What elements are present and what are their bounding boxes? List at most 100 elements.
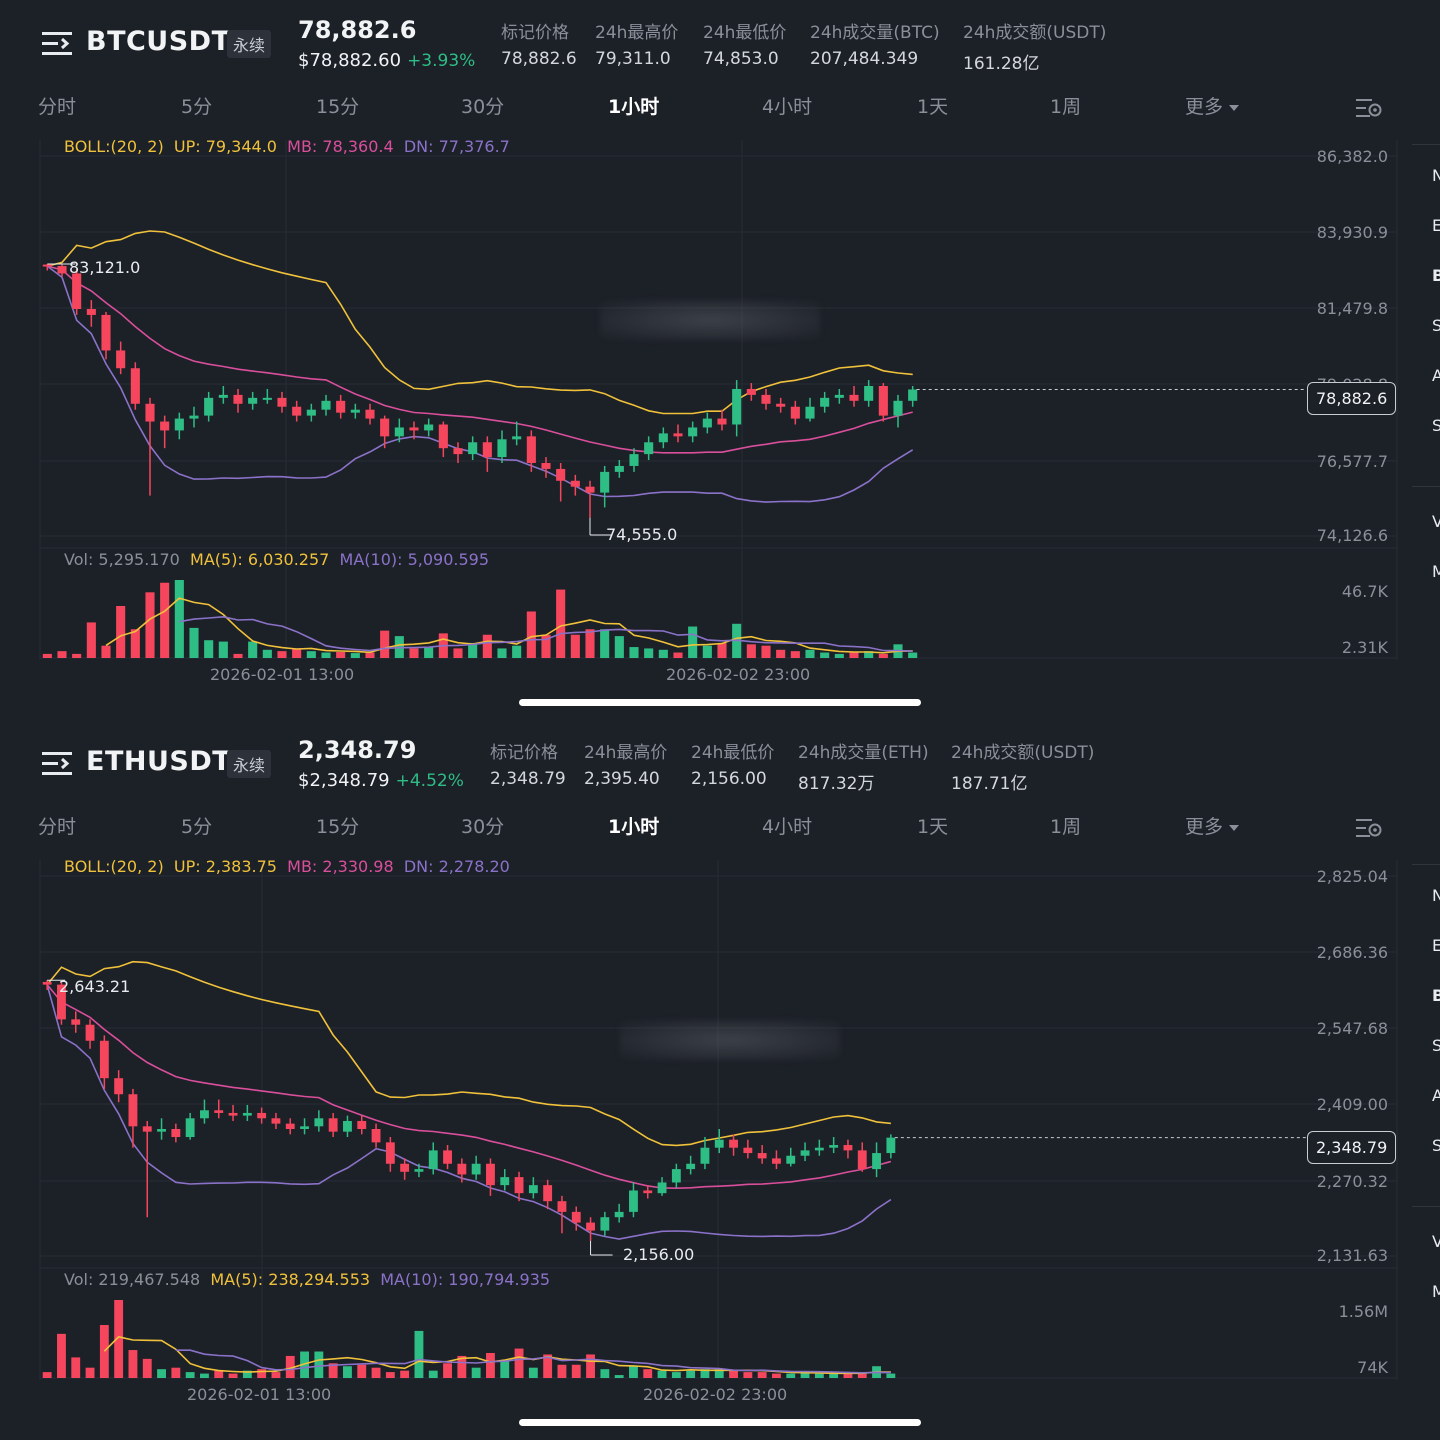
stat-label: 24h最高价 (584, 743, 668, 763)
side-label[interactable]: B (1432, 986, 1440, 1005)
volume-bar (790, 651, 800, 658)
tab-1d[interactable]: 1天 (917, 816, 949, 838)
volume-bar (248, 641, 258, 658)
stat-24h-low: 24h最低价 74,853.0 (703, 18, 786, 69)
tab-1d[interactable]: 1天 (917, 96, 949, 118)
tab-30m[interactable]: 30分 (461, 96, 505, 118)
volume-bar (414, 1330, 424, 1378)
side-label[interactable]: V (1432, 1232, 1440, 1251)
boll-dn-line (46, 265, 914, 503)
candle-body (200, 1110, 209, 1119)
stat-24h-high: 24h最高价 2,395.40 (584, 738, 667, 789)
tab-more[interactable]: 更多 (1185, 812, 1240, 839)
side-label[interactable]: V (1432, 512, 1440, 531)
chart-scrollbar[interactable] (519, 1419, 921, 1426)
tab-1w[interactable]: 1周 (1050, 816, 1082, 838)
tab-timeline[interactable]: 分时 (38, 816, 77, 838)
stat-value: 78,882.6 (501, 49, 577, 69)
symbol-title[interactable]: ETHUSDT (86, 746, 232, 777)
volume-tick: 46.7K (1341, 582, 1388, 601)
candle-body (732, 388, 742, 425)
volume-bar (557, 1364, 567, 1378)
side-label[interactable]: S (1432, 1036, 1440, 1055)
volume-bar (285, 1355, 295, 1378)
volume-bar (189, 627, 199, 658)
vol-ma10: MA(10): 190,794.935 (380, 1270, 551, 1289)
tab-15m[interactable]: 15分 (316, 816, 360, 838)
tab-30m[interactable]: 30分 (461, 816, 505, 838)
stat-24h-high: 24h最高价 79,311.0 (595, 18, 678, 69)
candle-body (453, 448, 463, 455)
side-label[interactable]: M (1432, 562, 1440, 581)
candle-body (886, 1137, 896, 1154)
volume-bar (629, 647, 639, 658)
side-label[interactable]: M (1432, 1282, 1440, 1301)
volume-ma10-line (179, 615, 913, 652)
current-price-tag: 78,882.6 (1307, 382, 1397, 415)
candle-body (500, 1177, 510, 1186)
tab-more[interactable]: 更多 (1185, 92, 1240, 119)
candle-body (277, 397, 287, 407)
tab-5m[interactable]: 5分 (181, 96, 213, 118)
candle-body (671, 1169, 681, 1183)
candle-body (306, 409, 316, 416)
side-label[interactable]: E (1432, 936, 1440, 955)
menu-icon[interactable] (42, 750, 74, 778)
side-strip-top: N E B S A S V M (1412, 100, 1440, 700)
candle-body (514, 1177, 524, 1194)
candle-body (761, 394, 771, 404)
tab-1h[interactable]: 1小时 (608, 96, 660, 118)
side-label[interactable]: S (1432, 316, 1440, 335)
stat-label: 标记价格 (501, 23, 569, 43)
candle-body (365, 409, 375, 419)
candlestick-chart[interactable] (0, 130, 1440, 690)
volume-bar (700, 1369, 710, 1378)
tab-more-label: 更多 (1185, 96, 1224, 118)
candle-body (248, 397, 258, 404)
tab-15m[interactable]: 15分 (316, 96, 360, 118)
chart-settings-icon[interactable] (1356, 816, 1382, 840)
tab-4h[interactable]: 4小时 (762, 816, 813, 838)
tab-1w[interactable]: 1周 (1050, 96, 1082, 118)
candle-body (99, 1040, 109, 1079)
tab-4h[interactable]: 4小时 (762, 96, 813, 118)
volume-bar (343, 1366, 352, 1378)
side-label[interactable]: N (1432, 166, 1440, 185)
candle-body (443, 1150, 452, 1164)
candle-body (357, 1120, 367, 1129)
symbol-title[interactable]: BTCUSDT (86, 26, 231, 57)
side-label[interactable]: A (1432, 366, 1440, 385)
menu-icon[interactable] (42, 30, 74, 58)
volume-bar (424, 647, 434, 658)
tab-1h[interactable]: 1小时 (608, 816, 660, 838)
stat-value: 207,484.349 (810, 49, 919, 69)
volume-bar (671, 1372, 681, 1378)
tab-5m[interactable]: 5分 (181, 816, 213, 838)
side-label[interactable]: A (1432, 1086, 1440, 1105)
last-price: 2,348.79 (298, 736, 417, 764)
chart-settings-icon[interactable] (1356, 96, 1382, 120)
side-label[interactable]: N (1432, 886, 1440, 905)
candle-body (394, 427, 404, 437)
stat-24h-turnover: 24h成交额(USDT) 187.71亿 (951, 738, 1094, 794)
volume-ma10-line (175, 1349, 891, 1374)
stat-value: 187.71亿 (951, 774, 1028, 794)
price-tick: 2,270.32 (1316, 1172, 1388, 1191)
candlestick-chart[interactable] (0, 850, 1440, 1410)
volume-bar (686, 1370, 696, 1378)
volume-bar (145, 592, 155, 658)
tab-timeline[interactable]: 分时 (38, 96, 77, 118)
chart-scrollbar[interactable] (519, 699, 921, 706)
side-label[interactable]: S (1432, 416, 1440, 435)
side-label[interactable]: E (1432, 216, 1440, 235)
candle-body (314, 1118, 324, 1127)
stat-label: 24h成交量(BTC) (810, 23, 940, 43)
volume-bar (570, 634, 580, 658)
side-label[interactable]: B (1432, 266, 1440, 285)
candle-body (526, 436, 536, 463)
perpetual-badge: 永续 (227, 750, 272, 778)
candle-body (321, 400, 331, 410)
side-label[interactable]: S (1432, 1136, 1440, 1155)
stat-label: 24h最低价 (703, 23, 787, 43)
vol-ma5: MA(5): 238,294.553 (210, 1270, 371, 1289)
